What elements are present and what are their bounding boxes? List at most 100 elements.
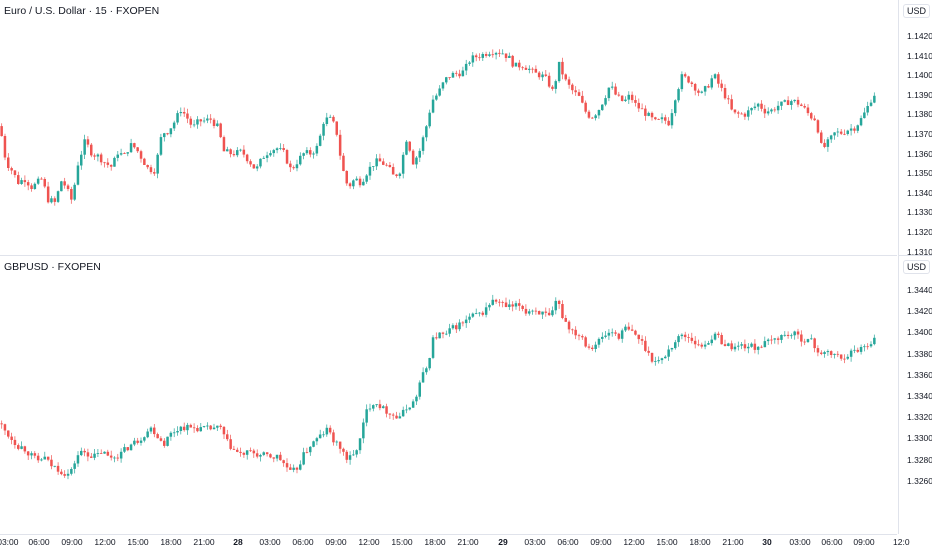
candle-body [279, 148, 282, 149]
candle-body [149, 167, 153, 173]
time-tick-label: 03:00 [789, 537, 811, 547]
candle [508, 299, 511, 310]
candle [292, 464, 295, 473]
candle-body [216, 123, 219, 126]
gbpusd-candles-svg [0, 294, 876, 480]
candle [182, 107, 186, 117]
candle [747, 106, 750, 121]
candle [259, 453, 262, 462]
candle-body [551, 86, 554, 89]
candle [541, 71, 544, 81]
time-tick-label: 18:00 [424, 537, 446, 547]
candle [584, 100, 587, 114]
candle [295, 466, 299, 474]
candle-body [806, 107, 810, 114]
candle [514, 300, 518, 310]
candle-body [13, 439, 17, 445]
candle [458, 69, 461, 79]
candle [90, 453, 93, 458]
candle-body [458, 322, 461, 330]
candle-body [342, 155, 345, 171]
candle [10, 166, 13, 175]
candle [252, 164, 256, 169]
candle [169, 431, 173, 441]
candle [335, 121, 338, 137]
candle [740, 342, 743, 350]
gbpusd-price-scale[interactable]: USD 1.34400 1.34200 1.34000 1.33800 1.33600 1… [898, 256, 932, 534]
time-tick-label: 09:00 [325, 537, 347, 547]
price-tick-label: 1.33400 [907, 391, 932, 401]
candle-body [282, 148, 285, 150]
gbpusd-unit-button[interactable]: USD [903, 260, 931, 274]
candle-body [159, 137, 163, 155]
candle-body [411, 150, 415, 165]
candle [594, 341, 597, 353]
candle [388, 162, 392, 168]
eurusd-chart-pane[interactable]: Euro / U.S. Dollar · 15 · FXOPEN [0, 0, 897, 256]
candle-body [411, 401, 415, 408]
candle [385, 163, 388, 167]
candle-body [56, 465, 60, 472]
candle-body [727, 343, 730, 346]
candle [106, 158, 110, 168]
candle-body [0, 126, 3, 137]
candle [664, 114, 667, 125]
candle [810, 334, 813, 340]
candle [581, 90, 584, 104]
candle [680, 333, 684, 340]
candle-body [129, 143, 133, 153]
candle-body [342, 448, 345, 452]
candle [760, 100, 763, 112]
candle [401, 152, 405, 179]
candle-body [670, 113, 674, 126]
candle [873, 92, 876, 104]
time-tick-label: 12:00 [358, 537, 380, 547]
candle [322, 122, 325, 141]
candle-body [836, 131, 840, 133]
candle [129, 443, 133, 451]
candle [478, 312, 481, 317]
price-tick-label: 1.33800 [907, 348, 932, 359]
candle-body [816, 348, 820, 353]
candle-body [740, 113, 743, 115]
candle-body [295, 467, 299, 470]
candle [358, 438, 362, 454]
candle [564, 73, 567, 82]
candle [448, 77, 451, 80]
candle [518, 298, 521, 311]
candle-body [667, 120, 670, 126]
candle [199, 423, 202, 432]
candle [3, 423, 7, 435]
candle [650, 111, 654, 121]
candle [259, 158, 262, 169]
candle [428, 109, 431, 129]
candle [249, 159, 252, 167]
candle [189, 116, 192, 129]
candle [86, 136, 90, 148]
candle [680, 71, 684, 92]
candle-body [7, 430, 10, 437]
candle [136, 147, 139, 153]
candle [816, 345, 820, 357]
candle-body [17, 175, 20, 184]
candle [803, 338, 806, 346]
candle-body [829, 135, 833, 140]
candle [786, 96, 790, 106]
candle-body [7, 157, 10, 168]
candle-body [348, 455, 352, 460]
candle-body [395, 174, 398, 176]
candle-body [425, 368, 428, 373]
candle-body [0, 423, 3, 425]
candle [275, 147, 279, 154]
gbpusd-chart-pane[interactable]: GBPUSD · FXOPEN [0, 256, 897, 535]
candle [577, 333, 581, 341]
candle [720, 79, 723, 92]
eurusd-unit-button[interactable]: USD [903, 4, 931, 18]
candle-body [245, 154, 249, 162]
time-axis[interactable]: 03:00 06:00 09:00 12:00 15:00 18:00 21:00 28 03:… [0, 534, 932, 550]
candle-body [786, 334, 790, 336]
candle-body [70, 469, 73, 474]
eurusd-price-scale[interactable]: USD 1.14200 1.14100 1.14000 1.13900 1.13800 1… [898, 0, 932, 257]
candle [431, 95, 435, 114]
candle-body [219, 425, 222, 427]
